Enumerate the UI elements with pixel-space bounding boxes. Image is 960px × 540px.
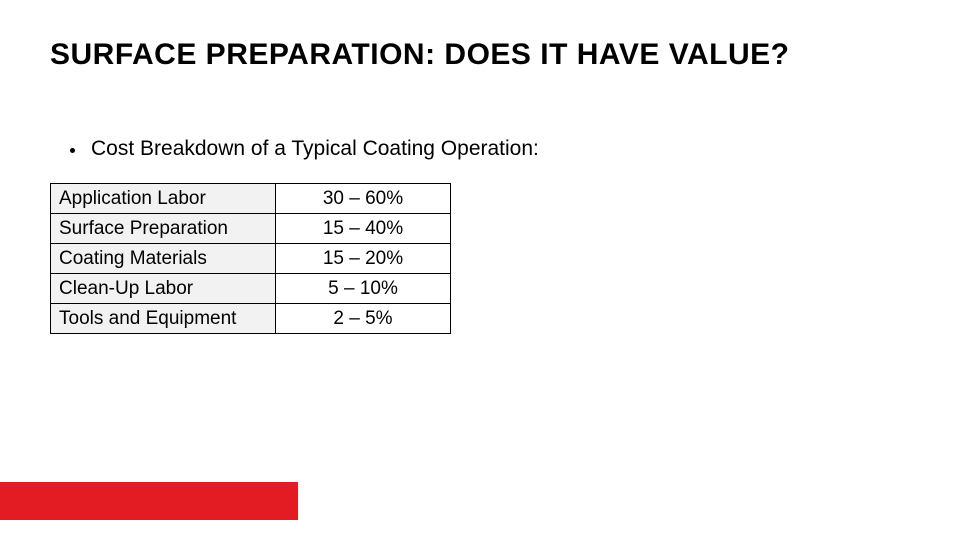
table-label-cell: Clean-Up Labor xyxy=(51,274,276,304)
table-value-cell: 15 – 20% xyxy=(276,244,451,274)
footer-accent-bar xyxy=(0,482,298,520)
table-row: Surface Preparation 15 – 40% xyxy=(51,214,451,244)
bullet-text: Cost Breakdown of a Typical Coating Oper… xyxy=(91,137,539,161)
table-value-cell: 15 – 40% xyxy=(276,214,451,244)
table-label-cell: Surface Preparation xyxy=(51,214,276,244)
table-value-cell: 5 – 10% xyxy=(276,274,451,304)
table-label-cell: Tools and Equipment xyxy=(51,304,276,334)
cost-breakdown-table: Application Labor 30 – 60% Surface Prepa… xyxy=(50,183,451,334)
table-row: Coating Materials 15 – 20% xyxy=(51,244,451,274)
bullet-dot-icon xyxy=(70,148,75,153)
table-value-cell: 2 – 5% xyxy=(276,304,451,334)
table-value-cell: 30 – 60% xyxy=(276,184,451,214)
table-row: Tools and Equipment 2 – 5% xyxy=(51,304,451,334)
bullet-item: Cost Breakdown of a Typical Coating Oper… xyxy=(70,137,539,161)
slide-title: SURFACE PREPARATION: DOES IT HAVE VALUE? xyxy=(50,38,910,73)
table-label-cell: Coating Materials xyxy=(51,244,276,274)
table-label-cell: Application Labor xyxy=(51,184,276,214)
table-row: Clean-Up Labor 5 – 10% xyxy=(51,274,451,304)
table-row: Application Labor 30 – 60% xyxy=(51,184,451,214)
